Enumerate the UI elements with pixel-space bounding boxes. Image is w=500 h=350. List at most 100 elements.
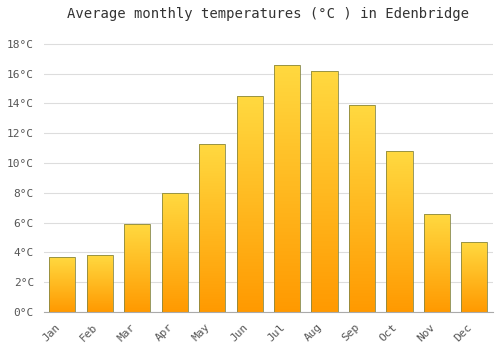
Bar bbox=[124, 256, 150, 257]
Bar bbox=[386, 220, 412, 221]
Bar bbox=[162, 277, 188, 278]
Bar bbox=[236, 255, 262, 256]
Bar bbox=[236, 140, 262, 141]
Bar bbox=[424, 302, 450, 303]
Bar bbox=[236, 265, 262, 266]
Bar bbox=[386, 257, 412, 258]
Bar bbox=[386, 241, 412, 242]
Bar bbox=[312, 112, 338, 113]
Bar bbox=[386, 163, 412, 164]
Bar bbox=[236, 275, 262, 276]
Bar bbox=[312, 232, 338, 233]
Bar bbox=[312, 305, 338, 306]
Bar bbox=[349, 147, 375, 148]
Bar bbox=[162, 222, 188, 223]
Bar bbox=[199, 155, 226, 156]
Bar bbox=[236, 138, 262, 139]
Bar bbox=[424, 307, 450, 308]
Bar bbox=[349, 245, 375, 246]
Bar bbox=[349, 186, 375, 187]
Bar bbox=[274, 151, 300, 153]
Bar bbox=[386, 156, 412, 157]
Bar bbox=[349, 143, 375, 144]
Bar bbox=[386, 272, 412, 273]
Bar bbox=[312, 273, 338, 274]
Bar bbox=[386, 295, 412, 296]
Bar bbox=[199, 241, 226, 242]
Bar bbox=[236, 146, 262, 147]
Bar bbox=[349, 126, 375, 127]
Bar bbox=[124, 308, 150, 309]
Bar bbox=[274, 111, 300, 112]
Bar bbox=[274, 83, 300, 85]
Bar bbox=[386, 182, 412, 183]
Bar bbox=[349, 145, 375, 146]
Bar bbox=[236, 252, 262, 253]
Bar bbox=[274, 91, 300, 92]
Bar bbox=[199, 276, 226, 278]
Bar bbox=[386, 172, 412, 173]
Bar bbox=[312, 237, 338, 238]
Bar bbox=[312, 98, 338, 100]
Bar bbox=[199, 193, 226, 194]
Bar bbox=[124, 311, 150, 312]
Bar bbox=[312, 102, 338, 103]
Bar bbox=[199, 261, 226, 262]
Bar bbox=[199, 311, 226, 312]
Bar bbox=[274, 262, 300, 264]
Bar bbox=[349, 168, 375, 169]
Bar bbox=[236, 236, 262, 237]
Bar bbox=[236, 204, 262, 205]
Bar bbox=[199, 187, 226, 188]
Bar bbox=[162, 286, 188, 287]
Bar bbox=[199, 297, 226, 298]
Bar bbox=[424, 254, 450, 255]
Bar bbox=[274, 112, 300, 113]
Bar bbox=[236, 235, 262, 236]
Bar bbox=[274, 87, 300, 88]
Bar bbox=[349, 107, 375, 108]
Bar bbox=[424, 240, 450, 241]
Bar bbox=[274, 171, 300, 172]
Bar bbox=[274, 74, 300, 75]
Bar bbox=[312, 241, 338, 242]
Bar bbox=[162, 225, 188, 226]
Bar bbox=[236, 243, 262, 244]
Bar bbox=[349, 282, 375, 283]
Bar bbox=[312, 82, 338, 83]
Bar bbox=[274, 78, 300, 79]
Bar bbox=[349, 233, 375, 235]
Bar bbox=[162, 289, 188, 290]
Bar bbox=[312, 74, 338, 76]
Bar bbox=[236, 166, 262, 167]
Bar bbox=[349, 283, 375, 284]
Bar bbox=[162, 197, 188, 198]
Bar bbox=[424, 253, 450, 254]
Bar bbox=[199, 169, 226, 170]
Bar bbox=[162, 264, 188, 265]
Bar bbox=[199, 279, 226, 280]
Bar bbox=[274, 155, 300, 156]
Bar bbox=[162, 299, 188, 300]
Bar bbox=[199, 246, 226, 247]
Bar bbox=[199, 294, 226, 295]
Bar bbox=[162, 269, 188, 270]
Bar bbox=[199, 148, 226, 149]
Bar bbox=[349, 144, 375, 145]
Bar bbox=[199, 267, 226, 268]
Bar bbox=[274, 290, 300, 291]
Bar bbox=[424, 275, 450, 276]
Bar bbox=[349, 251, 375, 252]
Bar bbox=[424, 264, 450, 265]
Bar bbox=[124, 228, 150, 229]
Bar bbox=[162, 206, 188, 207]
Bar bbox=[312, 201, 338, 202]
Bar bbox=[349, 105, 375, 312]
Bar bbox=[199, 184, 226, 185]
Bar bbox=[274, 170, 300, 171]
Bar bbox=[312, 95, 338, 96]
Bar bbox=[274, 156, 300, 158]
Bar bbox=[199, 180, 226, 181]
Bar bbox=[199, 197, 226, 198]
Bar bbox=[199, 219, 226, 220]
